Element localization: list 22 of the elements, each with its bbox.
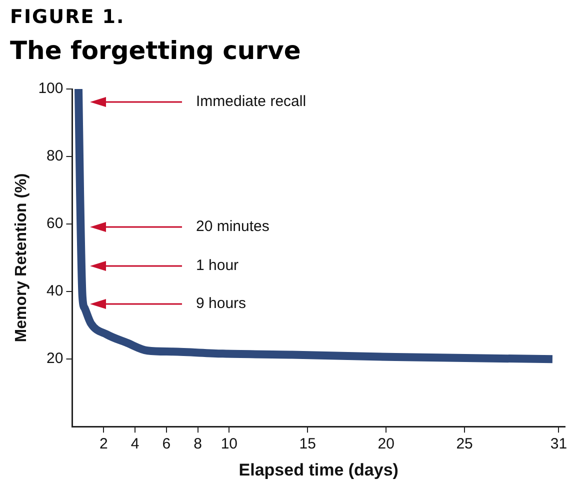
x-tick-label: 31 — [550, 436, 568, 453]
y-axis-title: Memory Retention (%) — [13, 173, 30, 342]
chart-subtitle: The forgetting curve — [10, 36, 301, 65]
x-tick-label: 8 — [194, 436, 202, 453]
x-tick-label: 2 — [99, 436, 108, 453]
y-tick-label: 100 — [38, 80, 64, 98]
x-tick-label: 25 — [456, 436, 473, 453]
x-tick-label: 15 — [299, 436, 316, 453]
x-tick-label: 4 — [130, 436, 140, 453]
x-tick-label: 6 — [162, 436, 171, 453]
x-tick-label: 20 — [378, 436, 394, 453]
annotation: 1 hour — [196, 257, 239, 274]
x-axis-title: Elapsed time (days) — [238, 460, 398, 480]
y-tick-label: 20 — [46, 350, 64, 368]
x-tick-label: 10 — [220, 436, 238, 453]
chart-title: FIGURE 1. — [10, 6, 125, 28]
y-tick-label: 60 — [46, 215, 64, 232]
annotation: Immediate recall — [196, 93, 306, 110]
y-tick-label: 40 — [46, 282, 64, 300]
annotation: 9 hours — [196, 295, 246, 312]
annotation: 20 minutes — [196, 218, 270, 236]
y-tick-label: 80 — [46, 148, 64, 165]
